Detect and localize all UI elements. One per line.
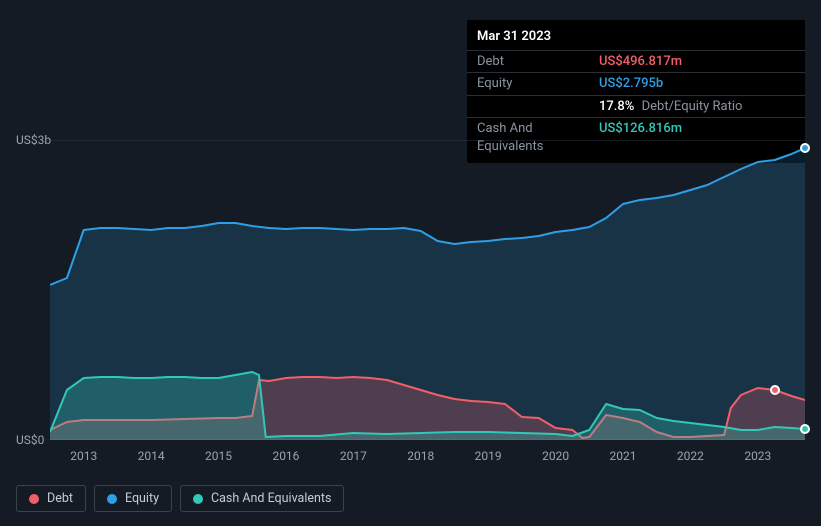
- y-axis-label: US$3b: [16, 133, 56, 147]
- legend-dot-icon: [29, 494, 39, 504]
- series-marker: [800, 143, 810, 153]
- chart-area[interactable]: US$0US$3b 201320142015201620172018201920…: [16, 125, 805, 470]
- series-marker: [800, 424, 810, 434]
- x-axis-label: 2019: [475, 449, 502, 463]
- tooltip-row-ratio: 17.8% Debt/Equity Ratio: [467, 95, 805, 118]
- tooltip-label: [477, 98, 599, 116]
- x-axis-label: 2016: [272, 449, 299, 463]
- x-axis-label: 2023: [744, 449, 771, 463]
- x-axis-label: 2020: [542, 449, 569, 463]
- tooltip-ratio-label: Debt/Equity Ratio: [642, 99, 743, 114]
- x-axis-label: 2017: [340, 449, 367, 463]
- x-axis-label: 2014: [138, 449, 165, 463]
- tooltip-label: Debt: [477, 53, 599, 71]
- legend-dot-icon: [193, 494, 203, 504]
- tooltip-date: Mar 31 2023: [467, 26, 805, 50]
- tooltip-label: Equity: [477, 75, 599, 93]
- legend-item-cash[interactable]: Cash And Equivalents: [180, 485, 344, 512]
- legend-item-equity[interactable]: Equity: [94, 485, 172, 512]
- tooltip-row-debt: Debt US$496.817m: [467, 50, 805, 73]
- x-axis-label: 2015: [205, 449, 232, 463]
- legend-item-debt[interactable]: Debt: [16, 485, 86, 512]
- legend: Debt Equity Cash And Equivalents: [16, 485, 344, 512]
- plot-area[interactable]: [50, 140, 805, 440]
- x-axis-label: 2022: [677, 449, 704, 463]
- tooltip-row-equity: Equity US$2.795b: [467, 72, 805, 95]
- area-chart-svg: [50, 140, 805, 440]
- x-axis: 2013 2014 2015 2016 2017 2018 2019 2020 2021 2022…: [50, 445, 805, 465]
- x-axis-label: 2021: [609, 449, 636, 463]
- series-marker: [770, 385, 780, 395]
- tooltip-value: US$2.795b: [599, 75, 663, 93]
- tooltip-value: US$496.817m: [599, 53, 682, 71]
- x-axis-label: 2013: [70, 449, 97, 463]
- legend-label: Debt: [47, 491, 73, 506]
- x-axis-label: 2018: [407, 449, 434, 463]
- legend-label: Equity: [125, 491, 159, 506]
- legend-label: Cash And Equivalents: [211, 491, 331, 506]
- legend-dot-icon: [107, 494, 117, 504]
- tooltip-value: 17.8%: [599, 99, 634, 114]
